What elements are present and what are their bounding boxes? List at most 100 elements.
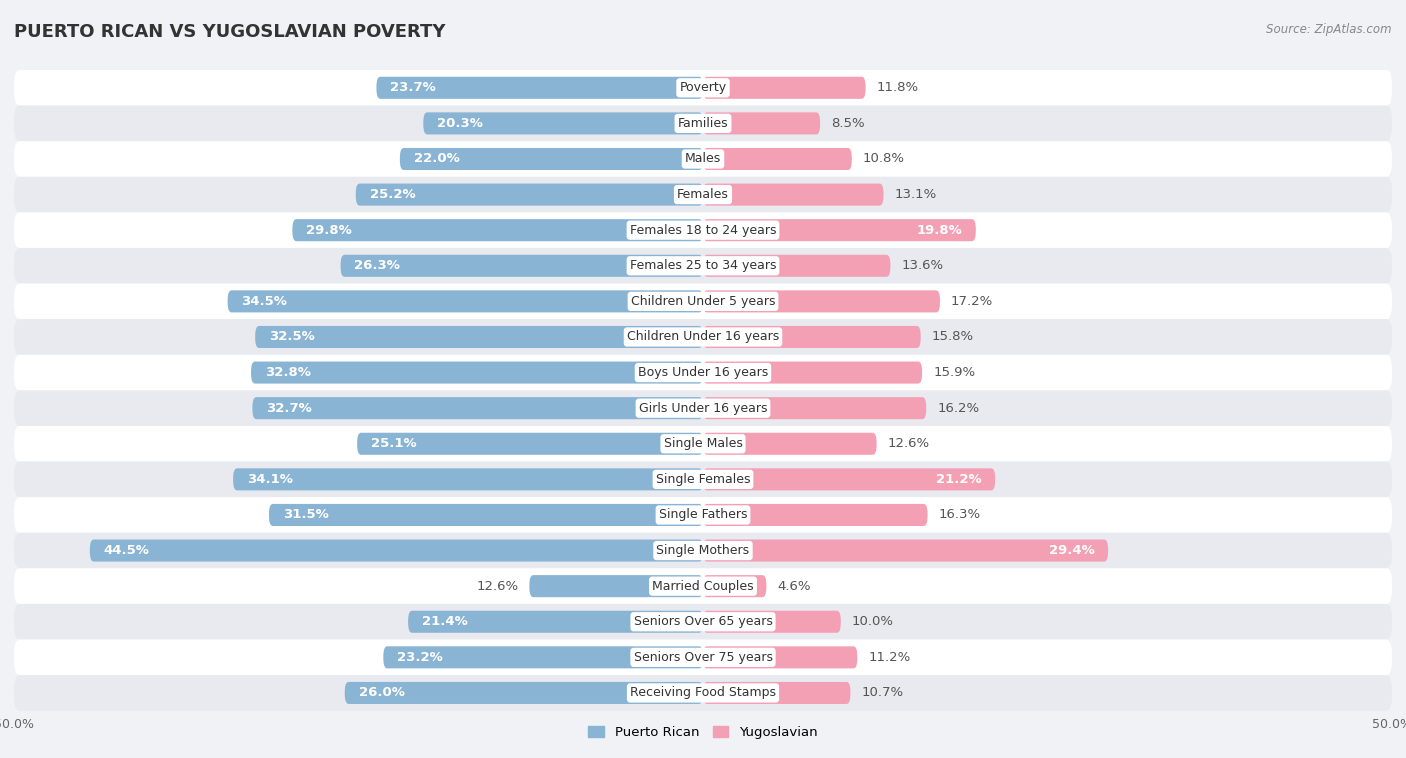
Text: 21.2%: 21.2% xyxy=(936,473,981,486)
FancyBboxPatch shape xyxy=(14,640,1392,675)
FancyBboxPatch shape xyxy=(14,177,1392,212)
FancyBboxPatch shape xyxy=(14,533,1392,568)
Text: 44.5%: 44.5% xyxy=(104,544,149,557)
Text: 19.8%: 19.8% xyxy=(917,224,962,236)
FancyBboxPatch shape xyxy=(703,647,858,669)
Text: 16.3%: 16.3% xyxy=(939,509,981,522)
Text: Families: Families xyxy=(678,117,728,130)
FancyBboxPatch shape xyxy=(703,433,876,455)
Text: Single Fathers: Single Fathers xyxy=(659,509,747,522)
Text: Receiving Food Stamps: Receiving Food Stamps xyxy=(630,687,776,700)
Text: 34.1%: 34.1% xyxy=(247,473,292,486)
Text: 21.4%: 21.4% xyxy=(422,615,468,628)
FancyBboxPatch shape xyxy=(233,468,703,490)
FancyBboxPatch shape xyxy=(254,326,703,348)
Text: 32.8%: 32.8% xyxy=(264,366,311,379)
Text: Females: Females xyxy=(678,188,728,201)
FancyBboxPatch shape xyxy=(14,604,1392,640)
FancyBboxPatch shape xyxy=(356,183,703,205)
Text: Males: Males xyxy=(685,152,721,165)
FancyBboxPatch shape xyxy=(14,355,1392,390)
Text: Boys Under 16 years: Boys Under 16 years xyxy=(638,366,768,379)
FancyBboxPatch shape xyxy=(423,112,703,134)
Text: 17.2%: 17.2% xyxy=(950,295,993,308)
FancyBboxPatch shape xyxy=(344,682,703,704)
Text: 10.8%: 10.8% xyxy=(863,152,905,165)
FancyBboxPatch shape xyxy=(14,390,1392,426)
FancyBboxPatch shape xyxy=(408,611,703,633)
Text: 12.6%: 12.6% xyxy=(887,437,929,450)
FancyBboxPatch shape xyxy=(14,462,1392,497)
FancyBboxPatch shape xyxy=(530,575,703,597)
Text: Seniors Over 75 years: Seniors Over 75 years xyxy=(634,651,772,664)
Text: 11.8%: 11.8% xyxy=(876,81,918,94)
FancyBboxPatch shape xyxy=(252,362,703,384)
Text: 34.5%: 34.5% xyxy=(242,295,287,308)
FancyBboxPatch shape xyxy=(703,112,820,134)
Text: 25.2%: 25.2% xyxy=(370,188,415,201)
Text: 32.5%: 32.5% xyxy=(269,330,315,343)
Text: 11.2%: 11.2% xyxy=(869,651,911,664)
Text: 25.1%: 25.1% xyxy=(371,437,416,450)
FancyBboxPatch shape xyxy=(14,248,1392,283)
FancyBboxPatch shape xyxy=(703,255,890,277)
FancyBboxPatch shape xyxy=(703,611,841,633)
FancyBboxPatch shape xyxy=(90,540,703,562)
Text: Single Mothers: Single Mothers xyxy=(657,544,749,557)
FancyBboxPatch shape xyxy=(14,497,1392,533)
FancyBboxPatch shape xyxy=(703,682,851,704)
Text: Single Females: Single Females xyxy=(655,473,751,486)
Text: 4.6%: 4.6% xyxy=(778,580,811,593)
Text: Source: ZipAtlas.com: Source: ZipAtlas.com xyxy=(1267,23,1392,36)
FancyBboxPatch shape xyxy=(703,219,976,241)
FancyBboxPatch shape xyxy=(14,283,1392,319)
Text: Girls Under 16 years: Girls Under 16 years xyxy=(638,402,768,415)
Text: 15.9%: 15.9% xyxy=(934,366,976,379)
FancyBboxPatch shape xyxy=(14,212,1392,248)
FancyBboxPatch shape xyxy=(253,397,703,419)
Text: Children Under 16 years: Children Under 16 years xyxy=(627,330,779,343)
FancyBboxPatch shape xyxy=(14,141,1392,177)
FancyBboxPatch shape xyxy=(703,397,927,419)
Text: Seniors Over 65 years: Seniors Over 65 years xyxy=(634,615,772,628)
FancyBboxPatch shape xyxy=(399,148,703,170)
FancyBboxPatch shape xyxy=(14,675,1392,711)
Text: 23.2%: 23.2% xyxy=(396,651,443,664)
FancyBboxPatch shape xyxy=(703,468,995,490)
Text: 12.6%: 12.6% xyxy=(477,580,519,593)
Text: 26.3%: 26.3% xyxy=(354,259,401,272)
Text: 29.8%: 29.8% xyxy=(307,224,352,236)
FancyBboxPatch shape xyxy=(14,426,1392,462)
FancyBboxPatch shape xyxy=(703,290,941,312)
Text: 8.5%: 8.5% xyxy=(831,117,865,130)
Text: Poverty: Poverty xyxy=(679,81,727,94)
FancyBboxPatch shape xyxy=(14,70,1392,105)
FancyBboxPatch shape xyxy=(703,326,921,348)
Text: 32.7%: 32.7% xyxy=(266,402,312,415)
FancyBboxPatch shape xyxy=(357,433,703,455)
FancyBboxPatch shape xyxy=(292,219,703,241)
Text: Females 18 to 24 years: Females 18 to 24 years xyxy=(630,224,776,236)
Text: 16.2%: 16.2% xyxy=(938,402,980,415)
FancyBboxPatch shape xyxy=(340,255,703,277)
Text: 29.4%: 29.4% xyxy=(1049,544,1094,557)
Text: 31.5%: 31.5% xyxy=(283,509,329,522)
Text: 20.3%: 20.3% xyxy=(437,117,482,130)
FancyBboxPatch shape xyxy=(703,183,883,205)
FancyBboxPatch shape xyxy=(703,575,766,597)
Text: Married Couples: Married Couples xyxy=(652,580,754,593)
FancyBboxPatch shape xyxy=(14,568,1392,604)
FancyBboxPatch shape xyxy=(228,290,703,312)
FancyBboxPatch shape xyxy=(703,540,1108,562)
Legend: Puerto Rican, Yugoslavian: Puerto Rican, Yugoslavian xyxy=(583,721,823,744)
Text: 22.0%: 22.0% xyxy=(413,152,460,165)
FancyBboxPatch shape xyxy=(703,77,866,99)
Text: Females 25 to 34 years: Females 25 to 34 years xyxy=(630,259,776,272)
Text: 23.7%: 23.7% xyxy=(391,81,436,94)
FancyBboxPatch shape xyxy=(14,319,1392,355)
FancyBboxPatch shape xyxy=(377,77,703,99)
FancyBboxPatch shape xyxy=(269,504,703,526)
Text: Children Under 5 years: Children Under 5 years xyxy=(631,295,775,308)
Text: Single Males: Single Males xyxy=(664,437,742,450)
Text: 13.1%: 13.1% xyxy=(894,188,936,201)
